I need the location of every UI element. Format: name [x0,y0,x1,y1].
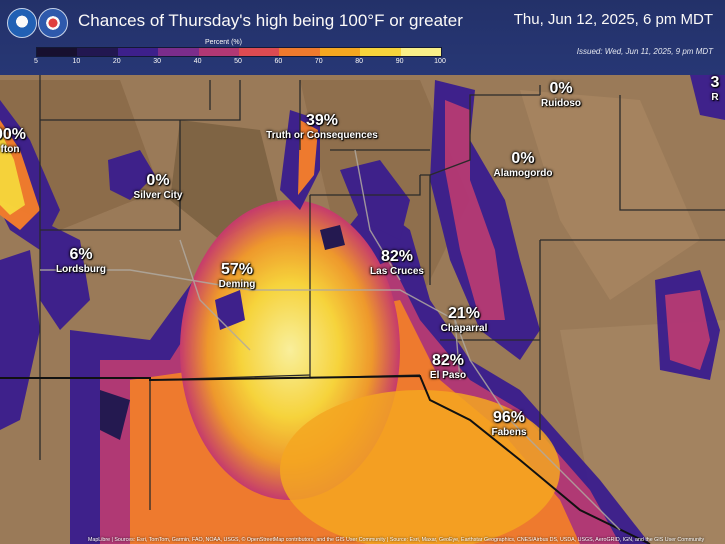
probability-overlay [0,75,725,544]
legend-tick-label: 90 [395,58,404,65]
legend-swatch-0 [37,48,78,56]
legend-swatch-2 [117,48,159,56]
legend-swatch-1 [77,48,118,56]
legend-tick-label: 20 [112,58,121,65]
place-label-r[interactable]: 3 R [710,74,720,103]
state-border [0,374,651,544]
valid-datetime: Thu, Jun 12, 2025, 6 pm MDT [513,11,713,28]
legend-swatch-3 [158,48,199,56]
legend-tick-label: 5 [34,58,38,65]
legend-swatch-9 [400,48,442,56]
legend-tick-label: 60 [274,58,283,65]
legend-ticks: 5 10 20 30 40 50 60 70 80 90 100 [34,58,446,68]
place-label-el-paso[interactable]: 82% El Paso [429,352,467,381]
legend-swatch-6 [279,48,320,56]
legend-tick-label: 50 [234,58,242,65]
issued-time: Issued: Wed, Jun 11, 2025, 9 pm MDT [576,47,713,56]
noaa-logo-icon [7,8,37,38]
map-attribution[interactable]: MapLibre | Sources: Esri, TomTom, Garmin… [88,537,705,543]
place-label-ruidoso[interactable]: 0% Ruidoso [541,80,581,109]
place-label-silver-city[interactable]: 0% Silver City [133,172,183,201]
place-label-fton[interactable]: 00% fton [0,126,27,155]
highways [40,149,621,531]
legend-swatch-5 [239,48,280,56]
legend-title: Percent (%) [205,39,242,46]
place-label-deming[interactable]: 57% Deming [218,261,256,290]
legend-swatch-7 [319,48,361,56]
legend-tick-label: 80 [355,58,364,65]
legend-swatch-8 [360,48,401,56]
place-label-las-cruces[interactable]: 82% Las Cruces [370,248,424,277]
legend-tick-label: 10 [72,58,81,65]
place-label-truth-or-consequences[interactable]: 39% Truth or Consequences [266,112,378,141]
map-title: Chances of Thursday's high being 100°F o… [78,11,463,30]
legend-tick-label: 100 [434,58,446,65]
place-label-chaparral[interactable]: 21% Chaparral [440,305,488,334]
legend-tick-label: 70 [314,58,323,65]
header-bar: Chances of Thursday's high being 100°F o… [0,0,725,75]
legend-tick-label: 30 [153,58,162,65]
place-label-alamogordo[interactable]: 0% Alamogordo [493,150,553,179]
nws-logo-icon [38,8,68,38]
legend-swatch-4 [198,48,240,56]
place-label-fabens[interactable]: 96% Fabens [491,409,527,438]
legend-tick-label: 40 [193,58,202,65]
place-label-lordsburg[interactable]: 6% Lordsburg [56,246,106,275]
legend-color-bar [36,47,442,57]
